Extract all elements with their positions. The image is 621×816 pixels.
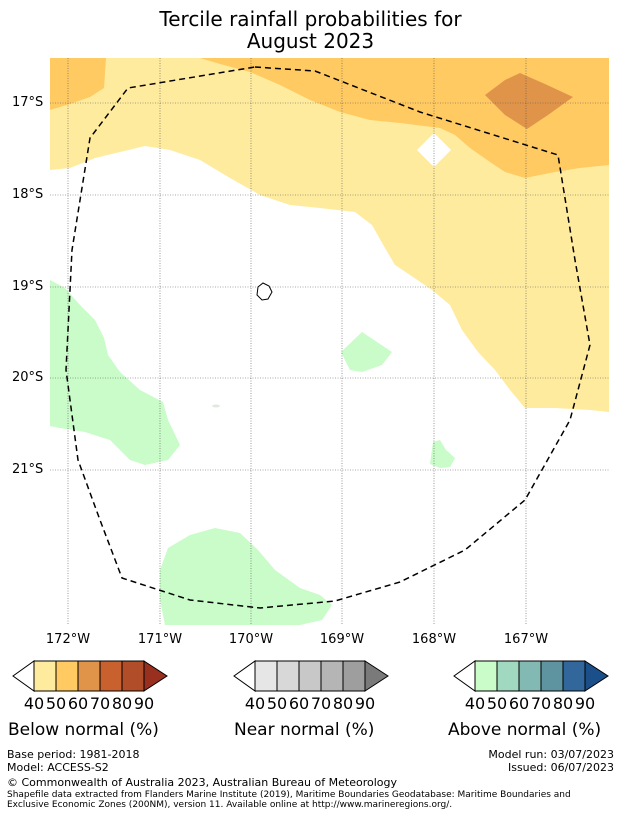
tick-label: 50 [486,694,508,713]
tick-label: 70 [530,694,552,713]
lon-label-167w: 167°W [503,632,549,647]
tick-label: 90 [133,694,155,713]
colorbar-segment [320,660,344,692]
near-normal-title: Near normal (%) [234,720,375,740]
tick-label: 80 [552,694,574,713]
colorbar-upper-arrow [143,660,168,692]
tick-label: 40 [23,694,45,713]
tick-label: 70 [310,694,332,713]
colorbar-segment [518,660,542,692]
base-period: Base period: 1981-2018 [7,748,140,761]
above-normal-region-east [430,440,455,468]
colorbar-lower-arrow [233,660,256,692]
lat-label-18s: 18°S [12,187,44,202]
colorbar-segment [77,660,101,692]
colorbar-segment [540,660,564,692]
lon-label-172w: 172°W [45,632,91,647]
above-normal-region-west [50,280,180,465]
island-outline [256,282,273,301]
lon-label-168w: 168°W [411,632,457,647]
tick-label: 70 [89,694,111,713]
colorbar-segment [99,660,123,692]
below-normal-ticks: 40 50 60 70 80 90 [23,694,155,713]
colorbar-upper-arrow [584,660,609,692]
model-name: Model: ACCESS-S2 [7,761,109,774]
lat-label-21s: 21°S [12,462,44,477]
lon-label-171w: 171°W [137,632,183,647]
tick-label: 50 [266,694,288,713]
near-normal-ticks: 40 50 60 70 80 90 [244,694,376,713]
shapefile-credit-line-2: Exclusive Economic Zones (200NM), versio… [7,800,453,810]
below-normal-title: Below normal (%) [8,720,159,740]
lat-label-17s: 17°S [12,95,44,110]
lon-label-170w: 170°W [228,632,274,647]
copyright: © Commonwealth of Australia 2023, Austra… [7,776,397,789]
title-line-2: August 2023 [246,29,375,53]
colorbar-segment [33,660,57,692]
lon-label-169w: 169°W [319,632,365,647]
colorbar-lower-arrow [453,660,476,692]
above-normal-title: Above normal (%) [448,720,602,740]
colorbar-segment [55,660,79,692]
colorbar-segment [276,660,300,692]
tick-label: 40 [464,694,486,713]
tick-label: 60 [67,694,89,713]
colorbar-upper-arrow [364,660,389,692]
gridlines [50,58,609,625]
normal-gap-diamond [417,133,451,167]
colorbar-lower-arrow [12,660,35,692]
colorbar-segment [562,660,586,692]
title-line-1: Tercile rainfall probabilities for [159,7,462,31]
tick-label: 40 [244,694,266,713]
shapefile-credit-line-1: Shapefile data extracted from Flanders M… [7,790,571,800]
near-normal-colorbar [233,660,389,692]
below-normal-60-region-west [50,58,106,110]
colorbar-segment [298,660,322,692]
eez-boundary [65,66,591,609]
colorbar-segment [496,660,520,692]
model-run: Model run: 03/07/2023 [488,748,614,761]
below-normal-colorbar [12,660,168,692]
tick-label: 80 [332,694,354,713]
small-patch [212,404,220,408]
lat-label-20s: 20°S [12,370,44,385]
colorbar-segment [342,660,366,692]
colorbar-segment [121,660,145,692]
tick-label: 90 [354,694,376,713]
tick-label: 60 [508,694,530,713]
lat-label-19s: 19°S [12,279,44,294]
issued-date: Issued: 06/07/2023 [507,761,614,774]
tick-label: 80 [111,694,133,713]
map-title: Tercile rainfall probabilities for Augus… [0,8,621,52]
tick-label: 60 [288,694,310,713]
above-normal-colorbar [453,660,609,692]
tick-label: 90 [574,694,596,713]
above-normal-region-central [341,332,392,372]
tick-label: 50 [45,694,67,713]
colorbar-segment [254,660,278,692]
colorbar-segment [474,660,498,692]
above-normal-ticks: 40 50 60 70 80 90 [464,694,596,713]
below-normal-70-region [485,73,573,129]
